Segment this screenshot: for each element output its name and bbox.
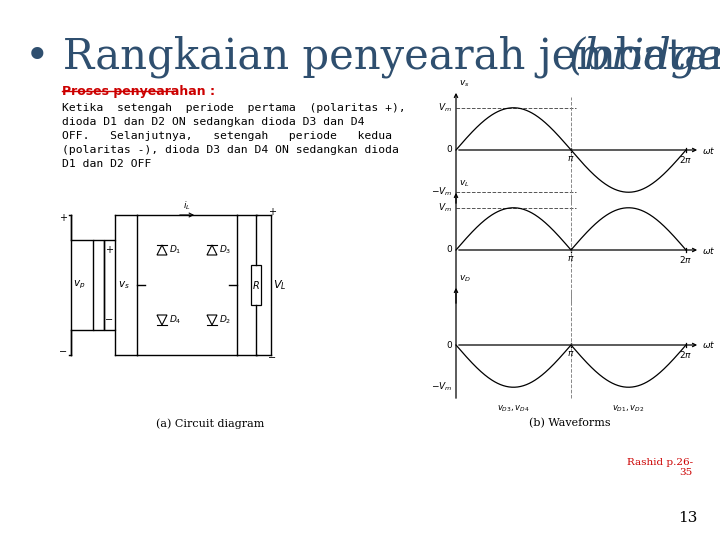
- Text: −: −: [105, 315, 113, 325]
- Text: 13: 13: [678, 511, 697, 525]
- Text: Rashid p.26-
35: Rashid p.26- 35: [627, 458, 693, 477]
- Text: +: +: [268, 207, 276, 217]
- Text: $v_s$: $v_s$: [459, 78, 469, 89]
- Text: $\pi$: $\pi$: [567, 154, 575, 163]
- Text: $v_s$: $v_s$: [118, 279, 130, 291]
- Text: $v_{D3},v_{D4}$: $v_{D3},v_{D4}$: [498, 403, 530, 414]
- Text: $2\pi$: $2\pi$: [680, 349, 693, 360]
- Text: • Rangkaian penyearah jembatan: • Rangkaian penyearah jembatan: [25, 35, 720, 78]
- Text: $V_m$: $V_m$: [438, 201, 452, 214]
- Text: $-V_m$: $-V_m$: [431, 381, 452, 394]
- Text: (bridge): (bridge): [568, 35, 720, 78]
- Text: $\omega t$: $\omega t$: [702, 145, 716, 156]
- Text: 0: 0: [446, 341, 452, 349]
- Text: $\pi$: $\pi$: [567, 349, 575, 358]
- Text: 0: 0: [446, 145, 452, 154]
- Text: $v_{D1},v_{D2}$: $v_{D1},v_{D2}$: [612, 403, 644, 414]
- Bar: [93, 240, 104, 330]
- Bar: [251, 265, 261, 305]
- Text: $D_3$: $D_3$: [219, 244, 231, 256]
- Text: $v_D$: $v_D$: [459, 273, 471, 284]
- Text: $\omega t$: $\omega t$: [702, 340, 716, 350]
- Text: $\omega t$: $\omega t$: [702, 245, 716, 255]
- Text: $-V_m$: $-V_m$: [431, 186, 452, 199]
- Text: $v_p$: $v_p$: [73, 279, 85, 291]
- Text: $D_2$: $D_2$: [219, 314, 231, 326]
- Text: $V_L$: $V_L$: [273, 278, 287, 292]
- Text: +: +: [59, 213, 67, 223]
- Text: $i_L$: $i_L$: [183, 199, 191, 212]
- Text: −: −: [268, 353, 276, 363]
- Text: $D_1$: $D_1$: [169, 244, 181, 256]
- Bar: [104, 240, 115, 330]
- Text: +: +: [105, 245, 113, 255]
- Text: (a) Circuit diagram: (a) Circuit diagram: [156, 418, 264, 429]
- Text: 0: 0: [446, 246, 452, 254]
- Text: $2\pi$: $2\pi$: [680, 254, 693, 265]
- Text: $R$: $R$: [252, 279, 260, 291]
- Text: $\pi$: $\pi$: [567, 254, 575, 263]
- Text: $D_4$: $D_4$: [169, 314, 181, 326]
- Text: $2\pi$: $2\pi$: [680, 154, 693, 165]
- Text: $V_m$: $V_m$: [438, 102, 452, 114]
- Text: Ketika  setengah  periode  pertama  (polaritas +),
dioda D1 dan D2 ON sedangkan : Ketika setengah periode pertama (polarit…: [62, 103, 406, 169]
- Text: (b) Waveforms: (b) Waveforms: [529, 418, 611, 428]
- Text: $v_L$: $v_L$: [459, 179, 469, 189]
- Text: −: −: [59, 347, 67, 357]
- Text: Proses penyearahan :: Proses penyearahan :: [62, 85, 215, 98]
